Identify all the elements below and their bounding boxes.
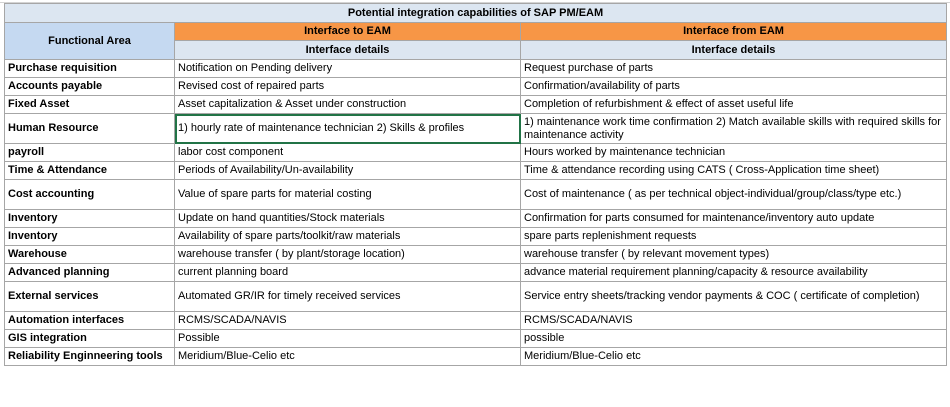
interface-to-cell[interactable]: Meridium/Blue-Celio etc	[174, 347, 521, 366]
interface-from-details-header[interactable]: Interface details	[519, 40, 948, 60]
table-row: Purchase requisition Notification on Pen…	[4, 59, 948, 78]
interface-from-cell[interactable]: Confirmation for parts consumed for main…	[519, 209, 948, 228]
interface-to-cell[interactable]: labor cost component	[174, 143, 521, 162]
interface-to-cell[interactable]: Availability of spare parts/toolkit/raw …	[174, 227, 521, 246]
functional-area-cell[interactable]: Accounts payable	[4, 77, 175, 96]
interface-from-cell[interactable]: Request purchase of parts	[519, 59, 948, 78]
header-row: Functional Area Interface to EAM Interfa…	[4, 22, 948, 60]
interface-from-cell[interactable]: Time & attendance recording using CATS (…	[519, 161, 948, 180]
table-row: Fixed Asset Asset capitalization & Asset…	[4, 95, 948, 114]
interface-from-cell[interactable]: RCMS/SCADA/NAVIS	[519, 311, 948, 330]
functional-area-cell[interactable]: GIS integration	[4, 329, 175, 348]
interface-from-cell[interactable]: Service entry sheets/tracking vendor pay…	[519, 281, 948, 312]
functional-area-cell[interactable]: Advanced planning	[4, 263, 175, 282]
top-edge	[0, 0, 950, 3]
interface-to-cell[interactable]: Possible	[174, 329, 521, 348]
table-row: External services Automated GR/IR for ti…	[4, 281, 948, 312]
interface-to-cell[interactable]: Value of spare parts for material costin…	[174, 179, 521, 210]
interface-from-header[interactable]: Interface from EAM	[519, 22, 948, 41]
interface-to-cell[interactable]: Asset capitalization & Asset under const…	[174, 95, 521, 114]
interface-to-cell[interactable]: RCMS/SCADA/NAVIS	[174, 311, 521, 330]
interface-from-cell[interactable]: Completion of refurbishment & effect of …	[519, 95, 948, 114]
functional-area-cell[interactable]: Automation interfaces	[4, 311, 175, 330]
interface-to-details-header[interactable]: Interface details	[174, 40, 521, 60]
interface-from-cell[interactable]: possible	[519, 329, 948, 348]
table-row: Warehouse warehouse transfer ( by plant/…	[4, 245, 948, 264]
table-row: GIS integration Possible possible	[4, 329, 948, 348]
selected-cell[interactable]: 1) hourly rate of maintenance technician…	[174, 113, 521, 144]
interface-to-header[interactable]: Interface to EAM	[174, 22, 521, 41]
interface-to-cell[interactable]: Revised cost of repaired parts	[174, 77, 521, 96]
interface-to-cell[interactable]: current planning board	[174, 263, 521, 282]
interface-to-cell[interactable]: Notification on Pending delivery	[174, 59, 521, 78]
integration-table: Potential integration capabilities of SA…	[3, 3, 948, 366]
interface-from-cell[interactable]: Cost of maintenance ( as per technical o…	[519, 179, 948, 210]
table-row: Advanced planning current planning board…	[4, 263, 948, 282]
interface-to-cell[interactable]: Automated GR/IR for timely received serv…	[174, 281, 521, 312]
interface-from-cell[interactable]: 1) maintenance work time confirmation 2)…	[519, 113, 948, 144]
functional-area-cell[interactable]: Fixed Asset	[4, 95, 175, 114]
table-row: Inventory Update on hand quantities/Stoc…	[4, 209, 948, 228]
functional-area-cell[interactable]: payroll	[4, 143, 175, 162]
functional-area-cell[interactable]: Purchase requisition	[4, 59, 175, 78]
table-row: Cost accounting Value of spare parts for…	[4, 179, 948, 210]
interface-from-cell[interactable]: warehouse transfer ( by relevant movemen…	[519, 245, 948, 264]
functional-area-cell[interactable]: Human Resource	[4, 113, 175, 144]
interface-from-cell[interactable]: advance material requirement planning/ca…	[519, 263, 948, 282]
table-row: Human Resource 1) hourly rate of mainten…	[4, 113, 948, 144]
interface-to-cell[interactable]: Periods of Availability/Un-availability	[174, 161, 521, 180]
functional-area-cell[interactable]: Inventory	[4, 209, 175, 228]
functional-area-cell[interactable]: External services	[4, 281, 175, 312]
table-row: Inventory Availability of spare parts/to…	[4, 227, 948, 246]
table-row: Reliability Enginneering tools Meridium/…	[4, 347, 948, 366]
functional-area-cell[interactable]: Time & Attendance	[4, 161, 175, 180]
table-row: payroll labor cost component Hours worke…	[4, 143, 948, 162]
functional-area-header[interactable]: Functional Area	[4, 22, 175, 60]
interface-from-cell[interactable]: Meridium/Blue-Celio etc	[519, 347, 948, 366]
interface-to-cell[interactable]: Update on hand quantities/Stock material…	[174, 209, 521, 228]
title-row: Potential integration capabilities of SA…	[3, 3, 948, 23]
table-row: Time & Attendance Periods of Availabilit…	[4, 161, 948, 180]
interface-from-cell[interactable]: Confirmation/availability of parts	[519, 77, 948, 96]
subheader-row: Interface details Interface details	[5, 40, 948, 60]
functional-area-cell[interactable]: Reliability Enginneering tools	[4, 347, 175, 366]
interface-from-cell[interactable]: Hours worked by maintenance technician	[519, 143, 948, 162]
table-title[interactable]: Potential integration capabilities of SA…	[3, 3, 948, 23]
table-row: Accounts payable Revised cost of repaire…	[4, 77, 948, 96]
functional-area-cell[interactable]: Warehouse	[4, 245, 175, 264]
table-row: Automation interfaces RCMS/SCADA/NAVIS R…	[4, 311, 948, 330]
interface-to-cell[interactable]: warehouse transfer ( by plant/storage lo…	[174, 245, 521, 264]
functional-area-cell[interactable]: Cost accounting	[4, 179, 175, 210]
functional-area-cell[interactable]: Inventory	[4, 227, 175, 246]
interface-from-cell[interactable]: spare parts replenishment requests	[519, 227, 948, 246]
